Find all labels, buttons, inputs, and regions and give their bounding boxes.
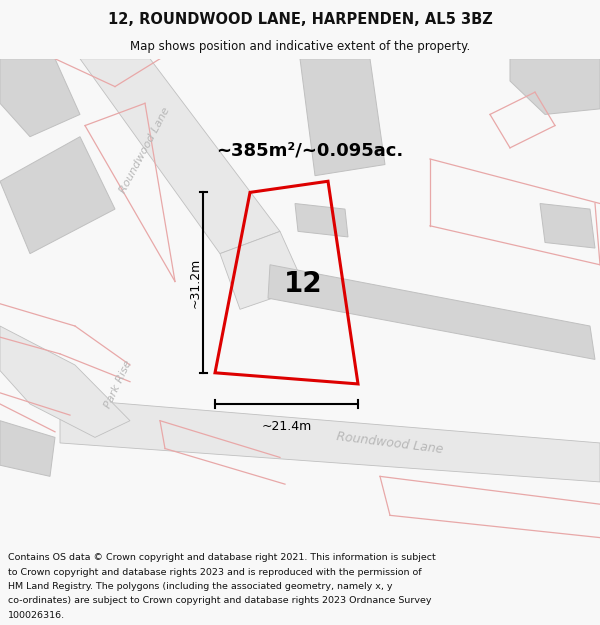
Text: Map shows position and indicative extent of the property.: Map shows position and indicative extent… bbox=[130, 40, 470, 53]
Polygon shape bbox=[510, 59, 600, 114]
Text: 12, ROUNDWOOD LANE, HARPENDEN, AL5 3BZ: 12, ROUNDWOOD LANE, HARPENDEN, AL5 3BZ bbox=[107, 12, 493, 27]
Polygon shape bbox=[295, 204, 348, 237]
Polygon shape bbox=[0, 326, 130, 437]
Polygon shape bbox=[0, 421, 55, 476]
Polygon shape bbox=[80, 59, 280, 254]
Text: co-ordinates) are subject to Crown copyright and database rights 2023 Ordnance S: co-ordinates) are subject to Crown copyr… bbox=[8, 596, 431, 606]
Text: to Crown copyright and database rights 2023 and is reproduced with the permissio: to Crown copyright and database rights 2… bbox=[8, 568, 421, 577]
Text: Contains OS data © Crown copyright and database right 2021. This information is : Contains OS data © Crown copyright and d… bbox=[8, 553, 436, 562]
Polygon shape bbox=[0, 59, 80, 137]
Text: Roundwood Lane: Roundwood Lane bbox=[118, 106, 172, 195]
Text: ~31.2m: ~31.2m bbox=[188, 258, 202, 308]
Polygon shape bbox=[60, 398, 600, 482]
Polygon shape bbox=[268, 265, 595, 359]
Text: 100026316.: 100026316. bbox=[8, 611, 65, 619]
Text: 12: 12 bbox=[284, 270, 322, 298]
Text: Roundwood Lane: Roundwood Lane bbox=[336, 430, 444, 456]
Text: Park Rise: Park Rise bbox=[103, 358, 133, 409]
Polygon shape bbox=[540, 204, 595, 248]
Polygon shape bbox=[300, 59, 385, 176]
Polygon shape bbox=[0, 137, 115, 254]
Text: ~21.4m: ~21.4m bbox=[262, 419, 311, 432]
Text: HM Land Registry. The polygons (including the associated geometry, namely x, y: HM Land Registry. The polygons (includin… bbox=[8, 582, 392, 591]
Polygon shape bbox=[220, 231, 305, 309]
Text: ~385m²/~0.095ac.: ~385m²/~0.095ac. bbox=[217, 141, 404, 159]
